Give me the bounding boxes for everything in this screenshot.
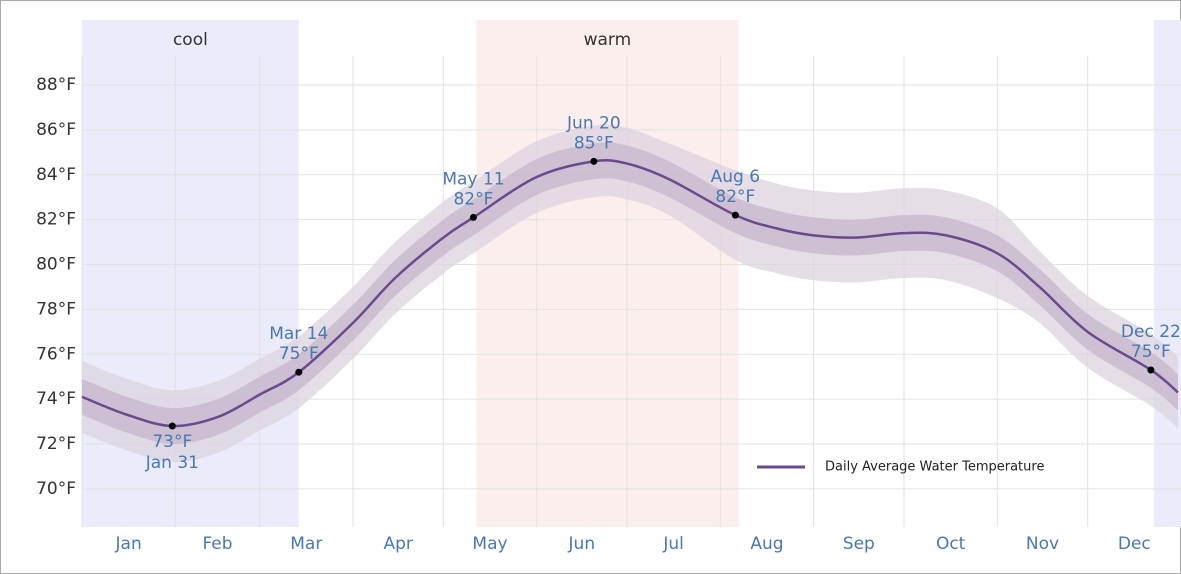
x-tick-label: Jan: [115, 534, 142, 554]
y-tick-label: 74°F: [36, 389, 76, 409]
band: [82, 124, 1178, 462]
annotation-point: [469, 213, 477, 221]
x-tick-label: Feb: [202, 534, 232, 554]
annotation-date: Jan 31: [145, 453, 199, 473]
annotation-date: Mar 14: [269, 324, 328, 344]
annotation-value: 85°F: [574, 133, 614, 153]
x-tick-label: Nov: [1026, 534, 1059, 554]
y-tick-label: 80°F: [36, 255, 76, 275]
season-label: cool: [173, 30, 208, 50]
annotation-point: [295, 368, 303, 376]
x-tick-label: Mar: [290, 534, 322, 554]
annotation-value: 82°F: [715, 187, 755, 207]
line: [81, 159, 1179, 428]
y-tick-label: 70°F: [36, 479, 76, 499]
annotation-date: Aug 6: [711, 167, 760, 187]
y-tick-label: 84°F: [36, 165, 76, 185]
y-tick-label: 88°F: [36, 75, 76, 95]
annotation-point: [1147, 366, 1155, 374]
y-tick-label: 76°F: [36, 344, 76, 364]
y-tick-label: 72°F: [36, 434, 76, 454]
x-tick-label: May: [472, 534, 507, 554]
annotation-point: [731, 211, 739, 219]
annotation-value: 75°F: [279, 344, 319, 364]
annotation-value: 82°F: [453, 189, 493, 209]
x-tick-label: Dec: [1118, 534, 1151, 554]
annotation-value: 75°F: [1131, 342, 1171, 362]
annotation-date: Jun 20: [566, 113, 621, 133]
season-band: [1153, 20, 1181, 527]
x-tick-label: Apr: [383, 534, 412, 554]
annotation-date: May 11: [442, 169, 504, 189]
annotation-value: 73°F: [152, 432, 192, 452]
y-tick-label: 82°F: [36, 210, 76, 230]
x-tick-label: Aug: [750, 534, 783, 554]
annotation-date: Dec 22: [1121, 322, 1181, 342]
legend-label: Daily Average Water Temperature: [825, 460, 1044, 475]
annotation-point: [168, 422, 176, 430]
season-label: warm: [584, 30, 632, 50]
y-tick-label: 78°F: [36, 299, 76, 319]
x-tick-label: Oct: [936, 534, 966, 554]
y-tick-label: 86°F: [36, 120, 76, 140]
x-tick-label: Jun: [568, 534, 596, 554]
x-tick-label: Jul: [662, 534, 684, 554]
annotation-point: [590, 157, 598, 165]
season-band: [476, 20, 739, 527]
band: [82, 142, 1178, 445]
x-tick-label: Sep: [843, 534, 875, 554]
